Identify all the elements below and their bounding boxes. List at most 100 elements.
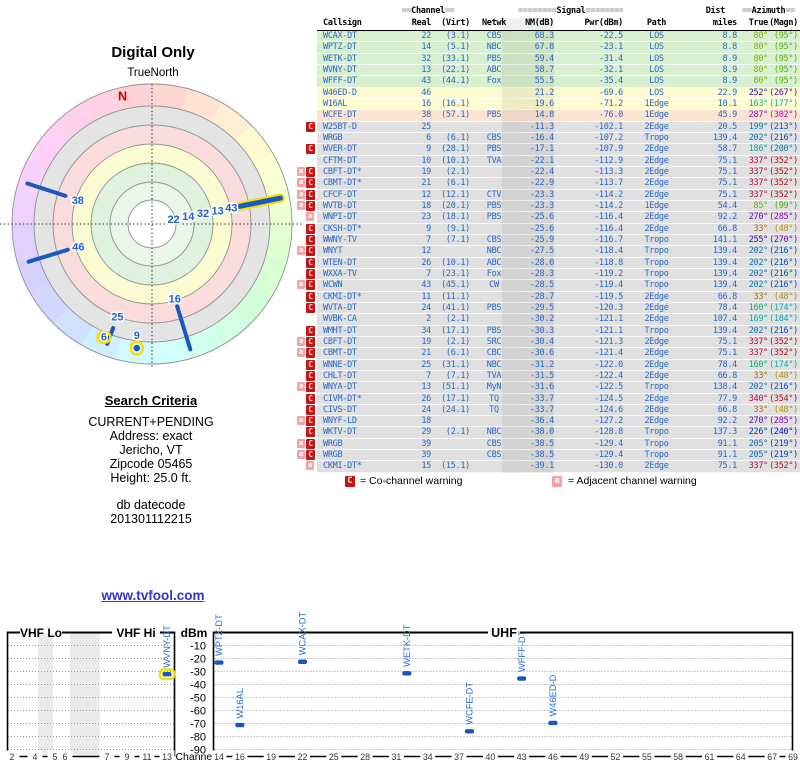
legend-co-channel: C = Co-channel warning bbox=[345, 475, 462, 487]
co-channel-warning-icon: C bbox=[306, 359, 315, 370]
adjacent-channel-warning-icon: a bbox=[306, 212, 314, 222]
table-row: C WNNE-DT 25 (31.1) NBC -31.2 -122.0 2Edge 78.4 1… bbox=[296, 359, 800, 371]
table-row: WVNY-DT 13 (22.1) ABC 58.7 -32.1 LOS 8.9 80° (95°… bbox=[296, 64, 800, 77]
co-channel-warning-icon: C bbox=[306, 302, 315, 313]
svg-text:WFFF-DT: WFFF-DT bbox=[517, 630, 527, 672]
svg-text:-40: -40 bbox=[190, 679, 206, 691]
search-criteria-heading: Search Criteria bbox=[104, 393, 198, 408]
svg-text:46: 46 bbox=[548, 752, 558, 762]
adjacent-channel-warning-icon: a bbox=[297, 280, 305, 290]
db-datecode-value: 201301112215 bbox=[110, 512, 192, 526]
svg-text:13: 13 bbox=[212, 205, 224, 217]
table-row: a C CBMT-DT* 21 (6.1) -22.9 -113.7 2Edge 75.1 337… bbox=[296, 178, 800, 190]
co-channel-warning-icon: C bbox=[306, 121, 315, 132]
svg-text:22: 22 bbox=[298, 752, 308, 762]
table-row: a C WRGB 39 CBS -38.5 -129.4 Tropo 91.1 205° (219°… bbox=[296, 438, 800, 451]
table-row: a C WNYF-LD 18 -36.4 -127.2 2Edge 92.2 270° (285°… bbox=[296, 416, 800, 428]
tvfool-link[interactable]: www.tvfool.com bbox=[101, 588, 205, 603]
search-criteria-line: Jericho, VT bbox=[119, 443, 183, 457]
svg-text:-10: -10 bbox=[190, 640, 206, 652]
table-row: a WNPI-DT 23 (18.1) PBS -25.6 -116.4 2Edge 92.2 2… bbox=[296, 212, 800, 224]
svg-text:11: 11 bbox=[142, 752, 151, 762]
svg-text:N: N bbox=[118, 89, 127, 103]
svg-text:-60: -60 bbox=[190, 705, 206, 717]
svg-text:28: 28 bbox=[360, 752, 370, 762]
svg-text:-20: -20 bbox=[190, 653, 206, 665]
svg-text:9: 9 bbox=[125, 752, 130, 762]
adjacent-channel-warning-icon: a bbox=[552, 475, 562, 487]
svg-text:22: 22 bbox=[167, 214, 179, 226]
table-row: C CIVS-DT 24 (24.1) TQ -33.7 -124.6 2Edge 66.8 33… bbox=[296, 404, 800, 417]
co-channel-warning-icon: C bbox=[306, 416, 315, 427]
svg-text:25: 25 bbox=[329, 752, 339, 762]
svg-text:31: 31 bbox=[392, 752, 402, 762]
svg-text:25: 25 bbox=[111, 312, 123, 324]
co-channel-warning-icon: C bbox=[306, 189, 315, 200]
table-row: a C WVTB-DT 18 (20.1) PBS -23.3 -114.2 1Edge 54.4… bbox=[296, 200, 800, 213]
svg-text:WETK-DT: WETK-DT bbox=[402, 624, 412, 667]
svg-text:6: 6 bbox=[101, 332, 107, 344]
search-criteria-line: Zipcode 05465 bbox=[109, 457, 193, 471]
legend-adjacent-channel-text: = Adjacent channel warning bbox=[568, 475, 697, 487]
svg-text:43: 43 bbox=[517, 752, 527, 762]
table-row: C WXXA-TV 7 (23.1) Fox -28.3 -119.2 Tropo 139.4 2… bbox=[296, 268, 800, 281]
svg-text:16: 16 bbox=[235, 752, 245, 762]
co-channel-warning-icon: C bbox=[306, 280, 315, 291]
search-criteria-line: Address: exact bbox=[109, 429, 193, 443]
co-channel-warning-icon: C bbox=[306, 200, 315, 211]
co-channel-warning-icon: C bbox=[306, 178, 315, 189]
table-row: WCAX-DT 22 (3.1) CBS 68.3 -22.5 LOS 8.8 80° (95°) bbox=[296, 31, 800, 43]
svg-text:-90: -90 bbox=[190, 744, 206, 756]
co-channel-warning-icon: C bbox=[306, 166, 315, 177]
radar-orientation-label: TrueNorth bbox=[127, 67, 179, 79]
co-channel-warning-icon: C bbox=[306, 370, 315, 381]
svg-text:Channel: Channel bbox=[175, 751, 214, 763]
svg-text:VHF Lo: VHF Lo bbox=[20, 626, 62, 640]
table-row: a C WCWN 43 (45.1) CW -28.5 -119.4 Tropo 139.4 202… bbox=[296, 280, 800, 292]
signal-strength-chart: -10-20-30-40-50-60-70-80-90 VHF Lo VHF Hi U… bbox=[4, 612, 800, 763]
svg-text:55: 55 bbox=[642, 752, 652, 762]
table-row: WPTZ-DT 14 (5.1) NBC 67.8 -23.1 LOS 8.8 80° (95°) bbox=[296, 42, 800, 54]
table-row: C CKMI-DT* 11 (11.1) -28.7 -119.5 2Edge 66.8 33°… bbox=[296, 291, 800, 303]
co-channel-warning-icon: C bbox=[306, 246, 315, 257]
co-channel-warning-icon: C bbox=[306, 257, 315, 268]
svg-text:5: 5 bbox=[53, 752, 58, 762]
svg-text:W46ED-D: W46ED-D bbox=[548, 674, 558, 716]
svg-text:49: 49 bbox=[579, 752, 589, 762]
svg-text:38: 38 bbox=[72, 195, 84, 207]
svg-text:37: 37 bbox=[454, 752, 464, 762]
table-row: W16AL 16 (16.1) 19.6 -71.2 1Edge 10.1 163° (177°… bbox=[296, 98, 800, 111]
table-row: C WVTA-DT 24 (41.1) PBS -29.5 -120.3 2Edge 78.4 1… bbox=[296, 302, 800, 315]
search-criteria-block: Search Criteria CURRENT+PENDING Address:… bbox=[20, 393, 282, 527]
svg-text:WPTZ-DT: WPTZ-DT bbox=[214, 614, 224, 656]
co-channel-warning-icon: C bbox=[306, 393, 315, 404]
svg-text:-50: -50 bbox=[190, 692, 206, 704]
svg-text:46: 46 bbox=[72, 242, 84, 254]
co-channel-warning-icon: C bbox=[306, 234, 315, 245]
adjacent-channel-warning-icon: a bbox=[297, 166, 305, 176]
svg-text:64: 64 bbox=[736, 752, 746, 762]
table-row: a C WNYA-DT 13 (51.1) MyN -31.6 -122.5 Tropo 138.… bbox=[296, 382, 800, 394]
table-row: C WKTV-DT 29 (2.1) NBC -38.0 -128.8 Tropo 137.3 2… bbox=[296, 427, 800, 439]
table-row: C WTEN-DT 26 (10.1) ABC -28.0 -118.8 Tropo 139.4… bbox=[296, 257, 800, 269]
radar-title: Digital Only bbox=[111, 44, 195, 61]
svg-text:19: 19 bbox=[266, 752, 276, 762]
table-row: C WWNY-TV 7 (7.1) CBS -25.9 -116.7 Tropo 141.1 25… bbox=[296, 234, 800, 247]
table-row: C WMHT-DT 34 (17.1) PBS -30.3 -121.1 Tropo 139.4… bbox=[296, 325, 800, 337]
co-channel-warning-icon: C bbox=[306, 336, 315, 347]
table-row: a C CBFT-DT* 19 (2.1) -22.4 -113.3 2Edge 75.1 337… bbox=[296, 166, 800, 179]
svg-text:52: 52 bbox=[611, 752, 621, 762]
co-channel-warning-icon: C bbox=[306, 144, 315, 155]
co-channel-warning-icon: C bbox=[306, 404, 315, 415]
svg-text:7: 7 bbox=[105, 752, 110, 762]
adjacent-channel-warning-icon: a bbox=[297, 246, 305, 256]
table-row: WVBK-CA 2 (2.1) -30.2 -121.1 2Edge 107.4 169° (1… bbox=[296, 314, 800, 326]
table-row: a C CBMT-DT 21 (6.1) CBC -30.6 -121.4 2Edge 75.1 3… bbox=[296, 348, 800, 360]
co-channel-warning-icon: C bbox=[306, 291, 315, 302]
table-row: C W25BT-D 25 -11.3 -102.1 2Edge 20.5 199° (213°) bbox=[296, 121, 800, 133]
adjacent-channel-warning-icon: a bbox=[306, 461, 314, 471]
svg-text:UHF: UHF bbox=[491, 626, 517, 640]
svg-text:61: 61 bbox=[705, 752, 715, 762]
svg-text:32: 32 bbox=[197, 208, 209, 220]
adjacent-channel-warning-icon: a bbox=[297, 189, 305, 199]
